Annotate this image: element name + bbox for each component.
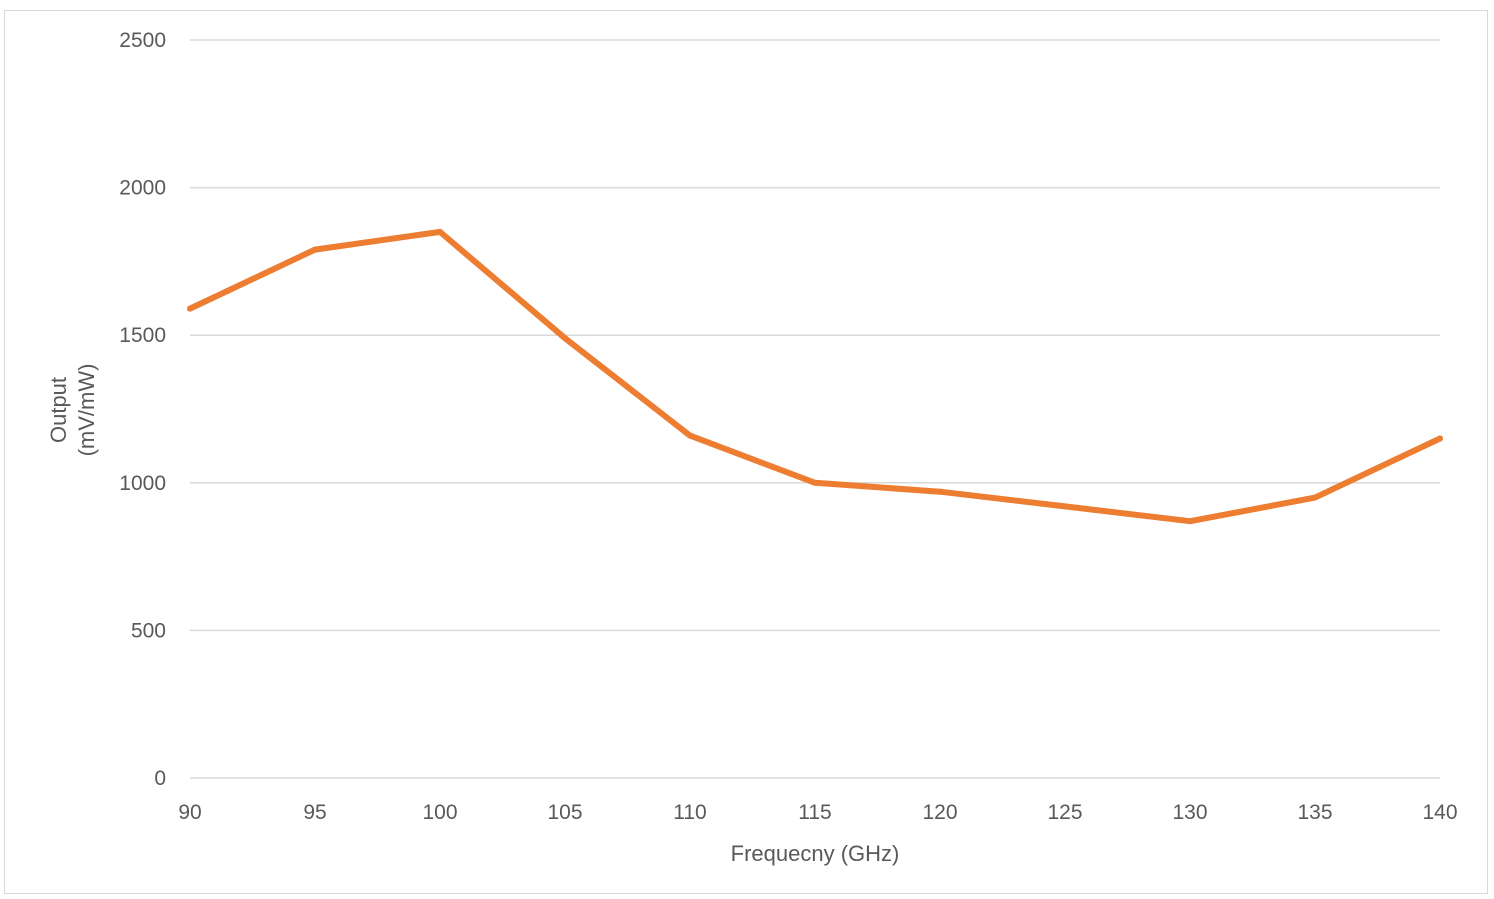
x-tick-label: 125: [1047, 801, 1082, 824]
y-axis-title: Output (mV/mW): [46, 364, 99, 457]
y-axis-ticks: 0 500 1000 1500 2000 2500: [119, 29, 166, 790]
series-layer: [187, 228, 1443, 525]
x-tick-label: 95: [303, 801, 326, 824]
y-tick-label: 500: [131, 619, 166, 642]
data-point: [937, 488, 943, 495]
x-tick-label: 115: [798, 801, 831, 824]
y-tick-label: 2500: [119, 29, 166, 52]
y-tick-label: 1000: [119, 472, 166, 495]
data-point: [437, 228, 443, 235]
x-tick-label: 105: [547, 801, 582, 824]
data-point: [812, 479, 818, 486]
x-tick-label: 120: [922, 801, 957, 824]
y-axis-title-line-2: (mV/mW): [74, 364, 99, 457]
data-point: [687, 432, 693, 439]
y-tick-label: 2000: [119, 177, 166, 200]
data-point: [1312, 494, 1318, 501]
x-tick-label: 90: [178, 801, 201, 824]
data-point: [312, 246, 318, 253]
x-tick-label: 110: [673, 801, 706, 824]
data-point: [187, 305, 193, 312]
x-axis-title: Frequecny (GHz): [731, 841, 900, 866]
data-point: [1062, 503, 1068, 510]
data-point: [1437, 435, 1443, 442]
y-tick-label: 0: [154, 767, 166, 790]
data-point: [562, 335, 568, 342]
x-tick-label: 135: [1297, 801, 1332, 824]
x-tick-label: 100: [422, 801, 457, 824]
y-tick-label: 1500: [119, 324, 166, 347]
x-axis-ticks: 90 95 100 105 110 115 120 125 130 135 140: [178, 801, 1457, 824]
chart-frame: [4, 10, 1488, 894]
data-point: [1187, 518, 1193, 525]
x-tick-label: 140: [1422, 801, 1457, 824]
y-axis-title-line-1: Output: [46, 377, 71, 443]
gridlines: [190, 39, 1440, 779]
series-line: [187, 228, 1443, 525]
x-tick-label: 130: [1172, 801, 1207, 824]
